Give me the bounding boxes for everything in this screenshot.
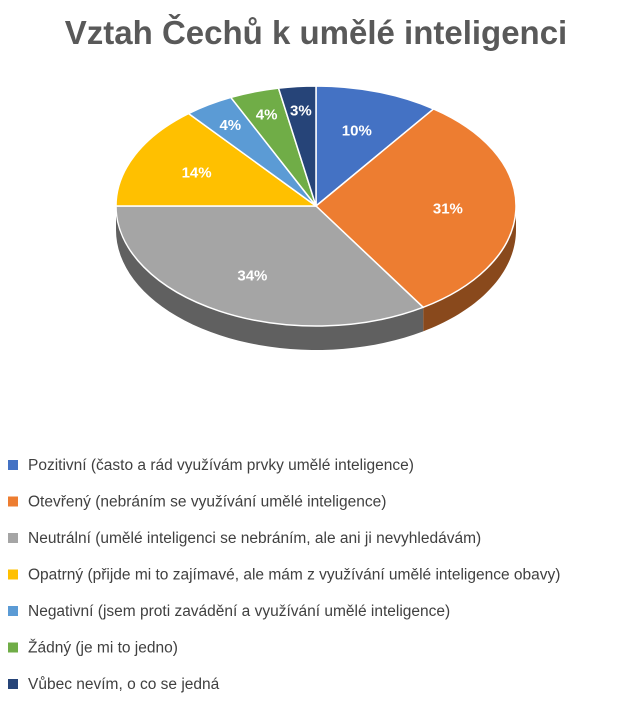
legend-swatch (8, 569, 18, 580)
legend-label: Negativní (jsem proti zavádění a využívá… (28, 603, 450, 620)
legend-label: Pozitivní (často a rád využívám prvky um… (28, 457, 414, 474)
legend-label: Vůbec nevím, o co se jedná (28, 676, 220, 693)
pie-slice-7 (277, 85, 317, 207)
legend-label: Otevřený (nebráním se využívání umělé in… (28, 494, 386, 511)
legend-item: Pozitivní (často a rád využívám prvky um… (8, 457, 414, 474)
legend-label: Neutrální (umělé inteligenci se nebráním… (28, 530, 481, 547)
pie-3d-sides (116, 206, 516, 350)
pie-slice-2 (315, 108, 517, 309)
legend-item: Negativní (jsem proti zavádění a využívá… (8, 603, 450, 620)
pie-data-label-4: 14% (182, 164, 212, 181)
legend-swatch (8, 460, 18, 470)
legend-swatch (8, 533, 18, 543)
legend-item: Žádný (je mi to jedno) (8, 640, 178, 657)
legend-swatch (8, 496, 18, 507)
legend-label: Žádný (je mi to jedno) (28, 640, 178, 657)
legend: Pozitivní (často a rád využívám prvky um… (8, 457, 560, 693)
pie-slice-1 (315, 85, 435, 207)
legend-item: Opatrný (přijde mi to zajímavé, ale mám … (8, 567, 560, 584)
pie-slices (115, 85, 517, 327)
legend-swatch (8, 642, 18, 653)
chart-title: Vztah Čechů k umělé inteligenci (65, 13, 567, 51)
pie-data-label-3: 34% (237, 267, 267, 284)
legend-swatch (8, 679, 18, 689)
legend-swatch (8, 606, 18, 616)
pie-data-label-7: 3% (290, 102, 312, 119)
pie-data-label-6: 4% (256, 107, 278, 124)
legend-item: Otevřený (nebráním se využívání umělé in… (8, 494, 386, 511)
legend-item: Neutrální (umělé inteligenci se nebráním… (8, 530, 481, 547)
legend-item: Vůbec nevím, o co se jedná (8, 676, 220, 693)
pie-slice-4 (115, 112, 317, 207)
pie-slice-side-2 (423, 206, 516, 332)
pie-slice-3 (115, 205, 424, 327)
pie-slice-side-3 (116, 206, 424, 350)
pie-data-label-2: 31% (433, 201, 463, 218)
pie-data-label-5: 4% (219, 117, 241, 134)
pie-data-labels: 10% 31% 34% 14% 4% 4% 3% (182, 102, 463, 284)
pie-data-label-1: 10% (342, 123, 372, 140)
legend-label: Opatrný (přijde mi to zajímavé, ale mám … (28, 567, 560, 584)
